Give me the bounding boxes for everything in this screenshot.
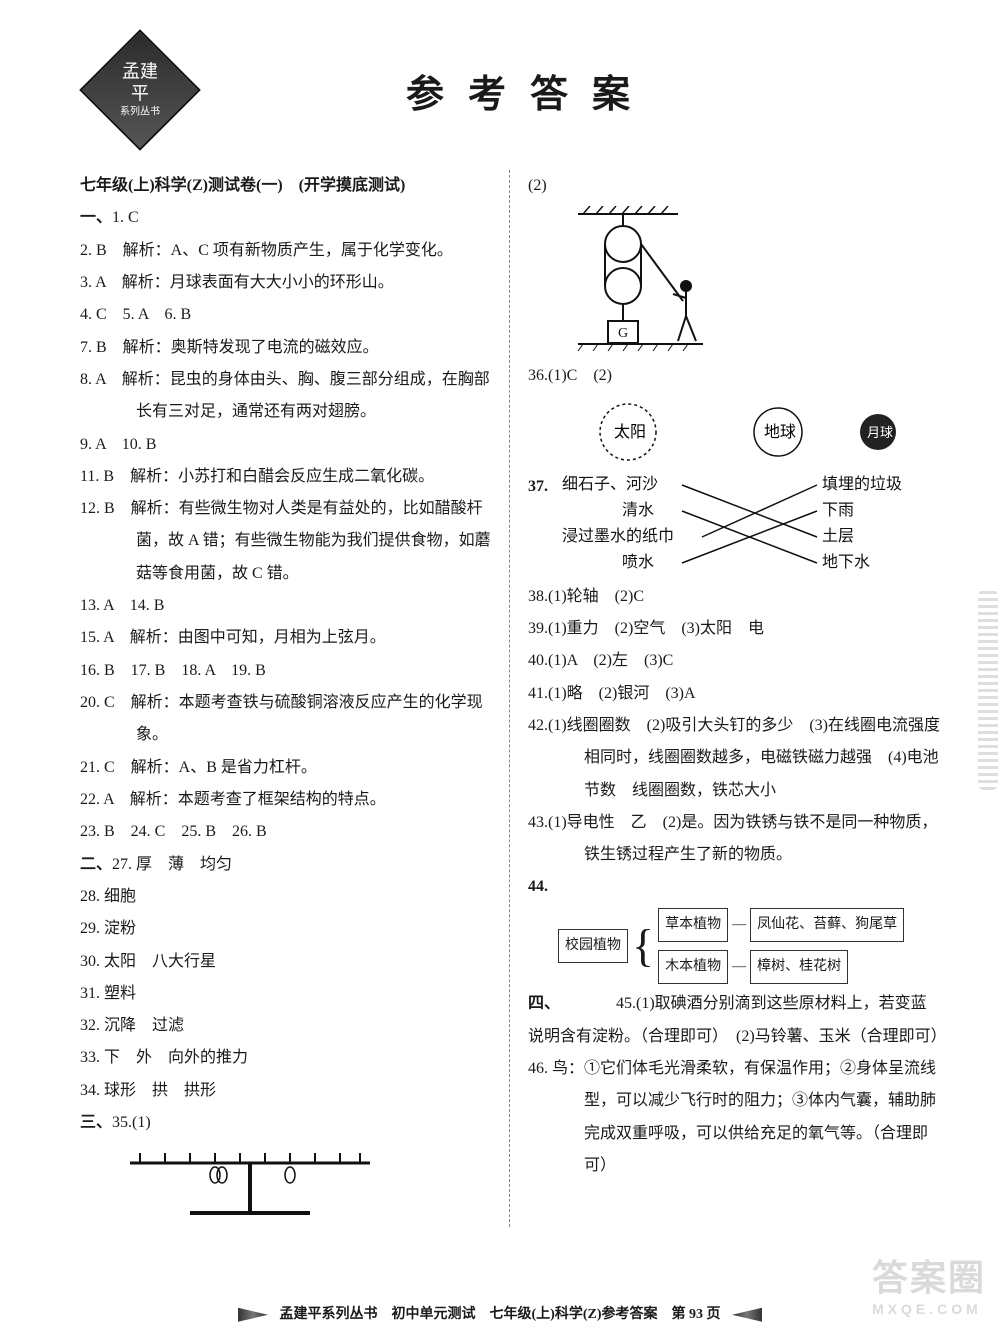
tree-diagram: 校园植物 { 草本植物 — 凤仙花、苔藓、狗尾草 木本植物 — 樟树、桂花树 — [558, 908, 940, 985]
page-footer: 孟建平系列丛书 初中单元测试 七年级(上)科学(Z)参考答案 第 93 页 — [0, 1303, 1000, 1323]
answer-item: 1. C — [112, 209, 139, 226]
q44-label: 44. — [528, 871, 940, 903]
answer-item: 40.(1)A (2)左 (3)C — [528, 645, 940, 677]
lever-figure — [120, 1143, 491, 1223]
answer-item: 30. 太阳 八大行星 — [80, 946, 491, 978]
q35-2-label: (2) — [528, 170, 940, 202]
section-1-label: 一、 — [80, 209, 112, 226]
answer-item: 29. 淀粉 — [80, 913, 491, 945]
answer-item: 7. B 解析：奥斯特发现了电流的磁效应。 — [80, 332, 491, 364]
answer-item: 28. 细胞 — [80, 881, 491, 913]
answer-item: 41.(1)略 (2)银河 (3)A — [528, 678, 940, 710]
q37-label: 37. — [528, 471, 562, 503]
svg-text:太阳: 太阳 — [614, 423, 646, 441]
badge-main: 孟建平 — [122, 61, 158, 103]
answer-item: 38.(1)轮轴 (2)C — [528, 581, 940, 613]
test-heading: 七年级(上)科学(Z)测试卷(一) (开学摸底测试) — [80, 170, 491, 202]
answer-item: 23. B 24. C 25. B 26. B — [80, 816, 491, 848]
answer-item: 2. B 解析：A、C 项有新物质产生，属于化学变化。 — [80, 235, 491, 267]
svg-text:G: G — [618, 326, 628, 341]
footer-ornament-right-icon — [732, 1308, 762, 1322]
q45: 45.(1)取碘酒分别滴到这些原材料上，若变蓝说明含有淀粉。（合理即可） (2)… — [528, 995, 947, 1044]
answer-item: 16. B 17. B 18. A 19. B — [80, 655, 491, 687]
svg-text:下雨: 下雨 — [822, 502, 854, 519]
pulley-figure: G — [568, 206, 940, 356]
edge-ornament — [978, 590, 998, 790]
answer-item: 32. 沉降 过滤 — [80, 1010, 491, 1042]
svg-text:土层: 土层 — [822, 527, 854, 545]
answer-item: 9. A 10. B — [80, 429, 491, 461]
footer-ornament-left-icon — [238, 1308, 268, 1322]
brand-badge: 孟建平 系列丛书 — [80, 30, 200, 150]
svg-text:地球: 地球 — [764, 423, 796, 441]
answer-item: 42.(1)线圈圈数 (2)吸引大头钉的多少 (3)在线圈电流强度相同时，线圈圈… — [528, 710, 940, 807]
svg-text:喷水: 喷水 — [622, 553, 654, 571]
svg-text:浸过墨水的纸巾: 浸过墨水的纸巾 — [562, 527, 674, 545]
svg-text:月球: 月球 — [867, 425, 893, 440]
left-column: 七年级(上)科学(Z)测试卷(一) (开学摸底测试) 一、1. C 2. B 解… — [80, 170, 510, 1227]
answer-item: 13. A 14. B — [80, 590, 491, 622]
answer-item: 39.(1)重力 (2)空气 (3)太阳 电 — [528, 613, 940, 645]
answer-item: 8. A 解析：昆虫的身体由头、胸、腹三部分组成，在胸部长有三对足，通常还有两对… — [80, 364, 491, 429]
badge-sub: 系列丛书 — [120, 107, 161, 119]
svg-text:细石子、河沙: 细石子、河沙 — [562, 475, 658, 493]
page-title: 参考答案 — [200, 63, 940, 118]
answer-item: 4. C 5. A 6. B — [80, 299, 491, 331]
answer-item: 21. C 解析：A、B 是省力杠杆。 — [80, 752, 491, 784]
answer-item: 20. C 解析：本题考查铁与硫酸铜溶液反应产生的化学现象。 — [80, 687, 491, 752]
right-column: (2) — [510, 170, 940, 1227]
matching-figure: 细石子、河沙 清水 浸过墨水的纸巾 喷水 填埋的垃圾 下雨 土层 地下水 — [562, 471, 922, 581]
answer-item: 27. 厚 薄 均匀 — [112, 856, 232, 873]
q36: 36.(1)C (2) — [528, 360, 940, 392]
answer-item: 34. 球形 拱 拱形 — [80, 1075, 491, 1107]
answer-item: 11. B 解析：小苏打和白醋会反应生成二氧化碳。 — [80, 461, 491, 493]
answer-item: 22. A 解析：本题考查了框架结构的特点。 — [80, 784, 491, 816]
svg-text:清水: 清水 — [622, 501, 654, 519]
answer-item: 43.(1)导电性 乙 (2)是。因为铁锈与铁不是同一种物质，铁生锈过程产生了新… — [528, 807, 940, 872]
answer-item: 3. A 解析：月球表面有大大小小的环形山。 — [80, 267, 491, 299]
footer-text: 孟建平系列丛书 初中单元测试 七年级(上)科学(Z)参考答案 第 93 页 — [280, 1307, 721, 1322]
section-2-label: 二、 — [80, 856, 112, 873]
q35-label: 35.(1) — [112, 1114, 151, 1131]
svg-text:填埋的垃圾: 填埋的垃圾 — [822, 475, 902, 493]
answer-item: 31. 塑料 — [80, 978, 491, 1010]
svg-text:地下水: 地下水 — [822, 553, 870, 571]
section-4-label: 四、 — [528, 995, 560, 1012]
watermark: 答案圈 MXQE.COM — [872, 1249, 986, 1317]
answer-item: 12. B 解析：有些微生物对人类是有益处的，比如醋酸杆菌，故 A 错；有些微生… — [80, 493, 491, 590]
answer-item: 33. 下 外 向外的推力 — [80, 1042, 491, 1074]
sun-earth-figure: 太阳 地球 月球 — [568, 397, 940, 467]
q46: 46. 鸟：①它们体毛光滑柔软，有保温作用；②身体呈流线型，可以减少飞行时的阻力… — [528, 1053, 940, 1182]
answer-item: 15. A 解析：由图中可知，月相为上弦月。 — [80, 622, 491, 654]
section-3-label: 三、 — [80, 1114, 112, 1131]
